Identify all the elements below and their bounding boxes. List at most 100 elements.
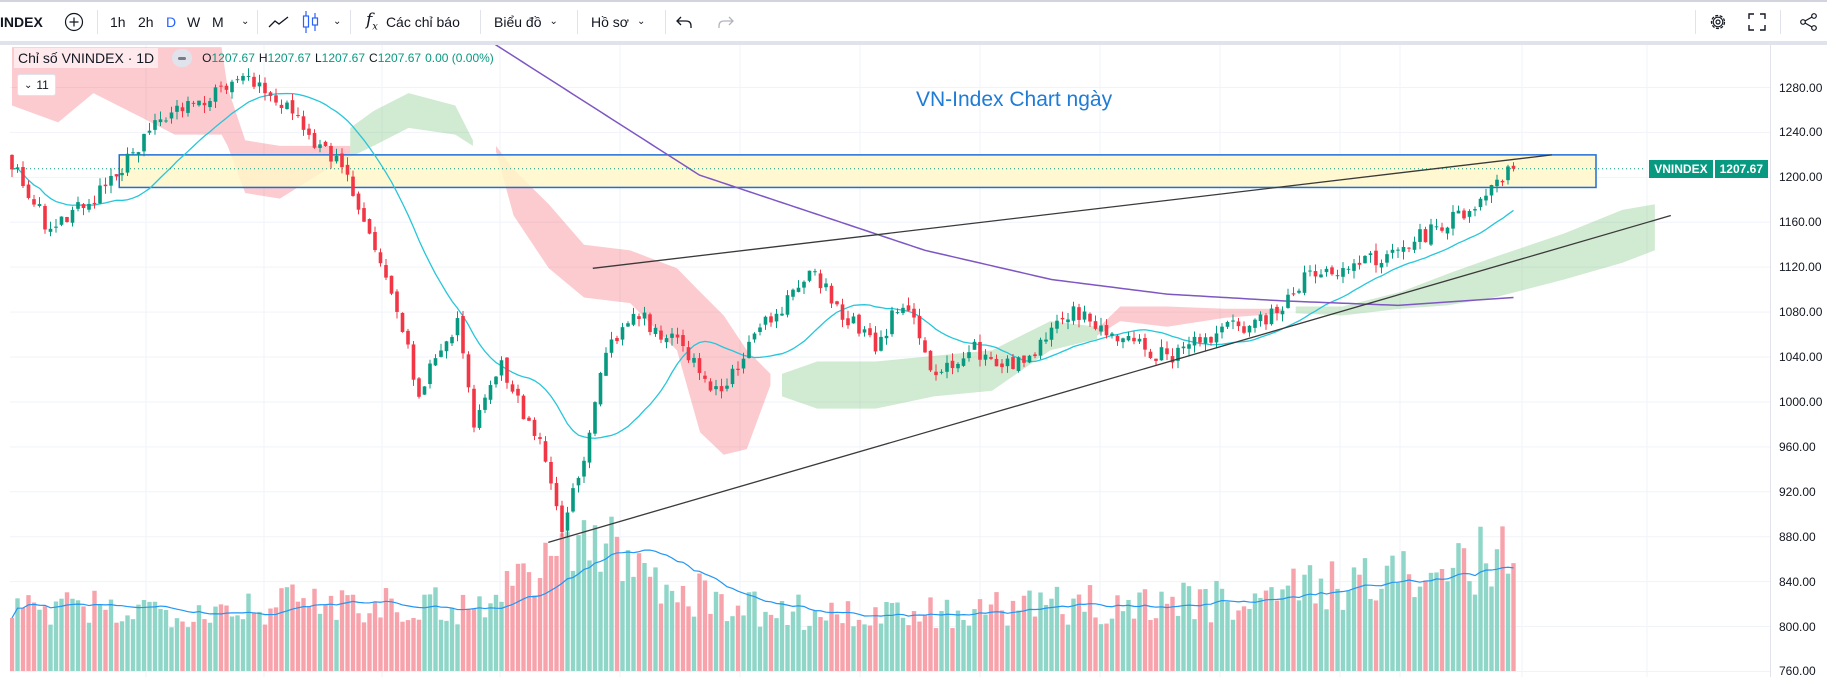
undo-button[interactable]: [676, 2, 692, 41]
volume-bar: [328, 595, 334, 671]
candle-body: [741, 358, 746, 369]
candle: [65, 216, 69, 223]
add-symbol-button[interactable]: [64, 2, 84, 41]
candle-body: [521, 395, 526, 420]
candle: [818, 269, 823, 294]
chart-menu-button[interactable]: Biểu đồ ⌄: [494, 2, 558, 41]
fullscreen-button[interactable]: [1748, 2, 1766, 41]
profile-menu-button[interactable]: Hồ sơ ⌄: [591, 2, 645, 41]
indicators-collapse-button[interactable]: ⌄ 11: [17, 74, 56, 96]
volume-bar: [1324, 609, 1329, 671]
volume-bar: [97, 604, 103, 671]
candle: [367, 218, 372, 235]
candle: [1242, 321, 1246, 335]
price-chart[interactable]: [0, 0, 1770, 677]
candle: [917, 308, 922, 345]
resistance-zone[interactable]: [118, 154, 1597, 189]
candle-body: [1258, 314, 1263, 322]
volume-bar: [141, 599, 147, 671]
candlestick-button[interactable]: [302, 2, 320, 41]
volume-bar: [449, 607, 455, 671]
candle-body: [1341, 268, 1345, 277]
candle-body: [1478, 198, 1483, 208]
settings-button[interactable]: [1708, 2, 1728, 41]
chart-type-dropdown[interactable]: ⌄: [325, 2, 341, 41]
volume-bar: [466, 608, 471, 671]
candle-body: [582, 460, 586, 477]
candle-body: [1198, 337, 1202, 343]
candle: [1390, 243, 1395, 259]
volume-bar: [273, 607, 279, 671]
share-button[interactable]: [1799, 2, 1819, 41]
interval-dropdown[interactable]: ⌄: [233, 2, 249, 41]
candle-body: [1099, 325, 1103, 332]
candle: [527, 415, 531, 421]
candle: [664, 334, 669, 349]
candle-body: [1143, 338, 1147, 350]
last-price-label: VNINDEX 1207.67: [1649, 159, 1768, 178]
volume-bar: [1406, 574, 1412, 671]
candle: [290, 93, 295, 121]
volume-bar: [42, 606, 48, 671]
volume-bar: [1192, 619, 1197, 671]
candle: [725, 378, 729, 392]
volume-bar: [1087, 585, 1093, 671]
candle: [1170, 348, 1175, 369]
volume-bar: [339, 590, 345, 671]
candle: [1462, 208, 1466, 221]
ohlc-open: O1207.67: [202, 51, 255, 65]
volume-bar: [37, 609, 42, 671]
redo-button[interactable]: [718, 2, 734, 41]
candle-body: [213, 87, 218, 102]
volume-bar: [922, 614, 928, 671]
volume-bar: [422, 594, 427, 671]
candle: [1401, 240, 1406, 260]
volume-bar: [455, 624, 460, 671]
interval-2h[interactable]: 2h: [138, 13, 154, 30]
volume-bar: [587, 560, 592, 671]
candle-body: [785, 295, 790, 315]
volume-bar: [647, 576, 653, 671]
interval-d[interactable]: D: [166, 13, 177, 30]
candle-body: [1220, 326, 1224, 333]
fullscreen-icon: [1748, 12, 1766, 31]
volume-bar: [1434, 572, 1439, 671]
candle: [285, 100, 289, 110]
cloud-segment-green: [782, 321, 1098, 409]
candle: [351, 170, 355, 197]
candle: [301, 110, 306, 136]
volume-bar: [768, 614, 774, 671]
candle-body: [736, 368, 740, 370]
volume-bar: [1384, 565, 1390, 671]
interval-1h[interactable]: 1h: [110, 13, 126, 30]
candle-body: [461, 316, 465, 354]
price-axis[interactable]: [1770, 45, 1827, 677]
trendlines[interactable]: [548, 154, 1671, 543]
divider: [480, 10, 481, 34]
candle: [653, 324, 658, 337]
volume-bar: [845, 601, 851, 671]
candle-body: [1335, 275, 1340, 277]
candle: [1044, 332, 1048, 344]
volume-bar: [697, 573, 702, 671]
candle: [10, 154, 14, 177]
candle-body: [1390, 249, 1395, 253]
candle-body: [373, 232, 377, 251]
line-chart-button[interactable]: [268, 2, 290, 41]
hide-legend-button[interactable]: [172, 49, 193, 67]
candle-body: [873, 332, 878, 352]
candle-body: [301, 116, 306, 130]
candle: [769, 312, 773, 327]
candle-body: [1060, 317, 1065, 320]
indicators-button[interactable]: fx Các chỉ báo: [366, 2, 460, 41]
volume-bar: [1142, 589, 1148, 671]
candle-body: [1440, 227, 1444, 231]
candle: [719, 378, 724, 399]
interval-m[interactable]: M: [212, 13, 224, 30]
symbol-search[interactable]: INDEX: [0, 2, 43, 41]
candle: [1418, 223, 1422, 250]
chart-annotation-text[interactable]: VN-Index Chart ngày: [916, 88, 1113, 111]
gear-icon: [1710, 14, 1726, 29]
interval-w[interactable]: W: [187, 13, 201, 30]
volume-bar: [108, 599, 114, 671]
